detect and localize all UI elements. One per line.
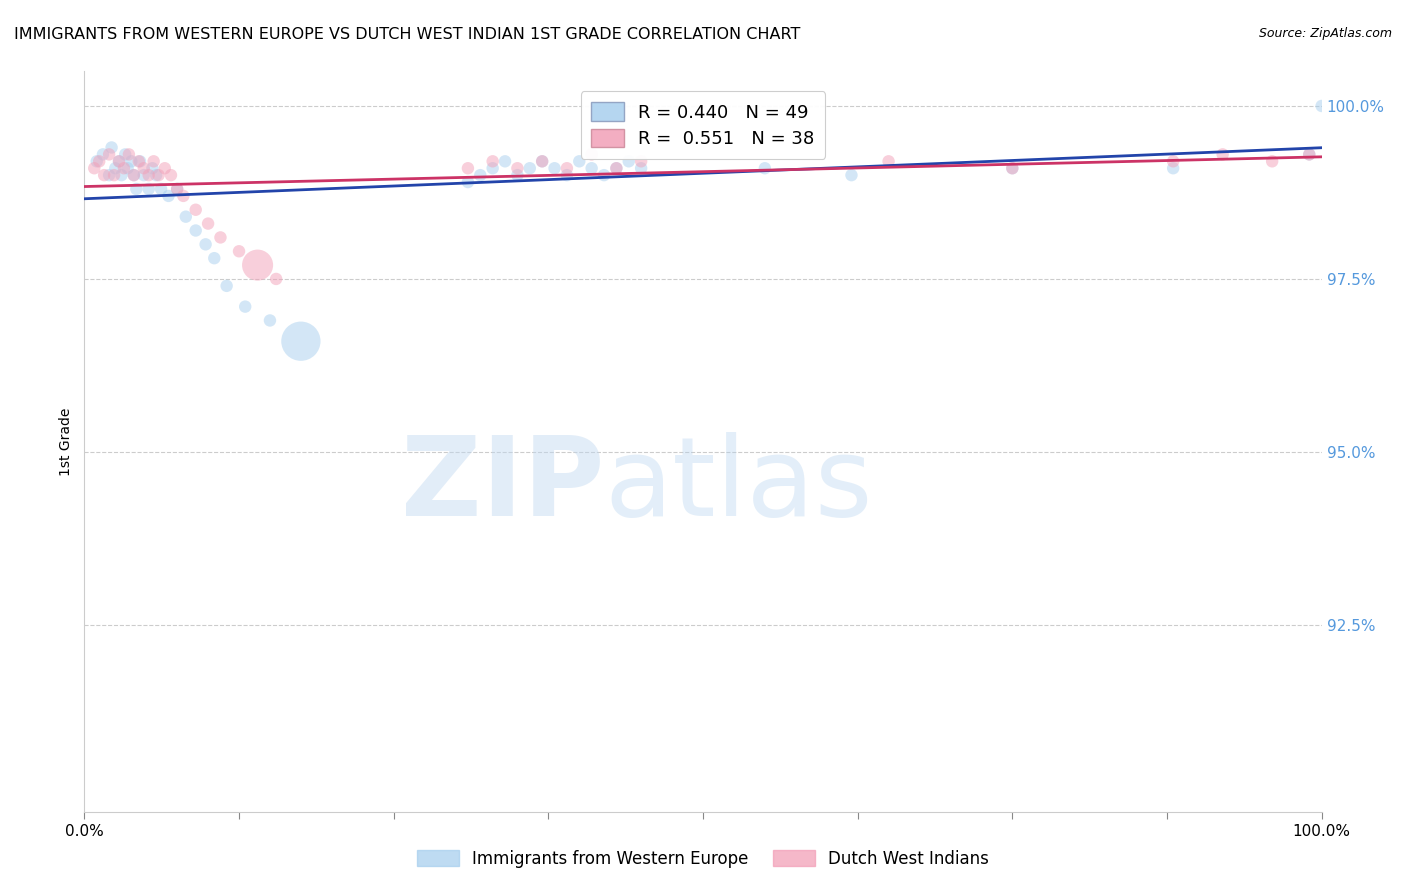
Point [605, 161, 627, 176]
Text: atlas: atlas [605, 433, 873, 540]
Point [754, 161, 776, 176]
Point [1161, 154, 1184, 169]
Point [841, 168, 863, 182]
Point [166, 182, 188, 196]
Point [233, 300, 256, 314]
Point [197, 217, 219, 231]
Legend: R = 0.440   N = 49, R =  0.551   N = 38: R = 0.440 N = 49, R = 0.551 N = 38 [581, 92, 825, 159]
Point [128, 154, 150, 169]
Point [184, 223, 207, 237]
Point [259, 313, 281, 327]
Point [1001, 161, 1024, 176]
Point [630, 154, 652, 169]
Point [110, 168, 132, 182]
Point [112, 161, 135, 176]
Point [145, 168, 167, 182]
Point [543, 161, 565, 176]
Point [120, 154, 142, 169]
Point [531, 154, 554, 169]
Point [89, 154, 111, 169]
Point [86, 154, 108, 169]
Point [593, 168, 616, 182]
Point [1212, 147, 1234, 161]
Point [108, 154, 131, 169]
Point [1298, 147, 1320, 161]
Point [555, 168, 578, 182]
Point [83, 161, 105, 176]
Point [148, 168, 170, 182]
Point [457, 161, 479, 176]
Point [1298, 147, 1320, 161]
Point [141, 161, 163, 176]
Point [138, 182, 160, 196]
Point [202, 251, 225, 265]
Point [617, 154, 640, 169]
Point [581, 161, 603, 176]
Point [142, 154, 165, 169]
Point [568, 154, 591, 169]
Point [157, 189, 180, 203]
Point [184, 202, 207, 217]
Point [132, 168, 155, 182]
Point [122, 168, 145, 182]
Point [117, 161, 139, 176]
Point [104, 161, 127, 176]
Point [531, 154, 554, 169]
Y-axis label: 1st Grade: 1st Grade [59, 408, 73, 475]
Text: ZIP: ZIP [401, 433, 605, 540]
Point [132, 161, 155, 176]
Point [91, 147, 114, 161]
Point [103, 168, 125, 182]
Point [519, 161, 541, 176]
Point [166, 182, 188, 196]
Point [630, 161, 652, 176]
Point [160, 168, 183, 182]
Point [114, 147, 136, 161]
Point [153, 161, 176, 176]
Point [98, 168, 121, 182]
Point [246, 258, 269, 272]
Point [605, 161, 627, 176]
Point [506, 168, 529, 182]
Point [215, 278, 238, 293]
Point [129, 154, 152, 169]
Point [122, 168, 145, 182]
Point [494, 154, 516, 169]
Point [1001, 161, 1024, 176]
Point [1261, 154, 1284, 169]
Point [93, 168, 115, 182]
Point [1310, 99, 1333, 113]
Point [481, 161, 503, 176]
Point [98, 147, 121, 161]
Point [1161, 161, 1184, 176]
Point [138, 168, 160, 182]
Legend: Immigrants from Western Europe, Dutch West Indians: Immigrants from Western Europe, Dutch We… [411, 844, 995, 875]
Point [877, 154, 900, 169]
Point [228, 244, 250, 259]
Point [290, 334, 312, 349]
Point [150, 182, 173, 196]
Point [172, 189, 194, 203]
Point [100, 140, 122, 154]
Point [581, 147, 603, 161]
Point [555, 161, 578, 176]
Point [125, 182, 148, 196]
Point [118, 147, 141, 161]
Text: Source: ZipAtlas.com: Source: ZipAtlas.com [1258, 27, 1392, 40]
Point [457, 175, 479, 189]
Point [481, 154, 503, 169]
Point [506, 161, 529, 176]
Text: IMMIGRANTS FROM WESTERN EUROPE VS DUTCH WEST INDIAN 1ST GRADE CORRELATION CHART: IMMIGRANTS FROM WESTERN EUROPE VS DUTCH … [14, 27, 800, 42]
Point [108, 154, 131, 169]
Point [209, 230, 232, 244]
Point [194, 237, 217, 252]
Point [264, 272, 287, 286]
Point [174, 210, 197, 224]
Point [470, 168, 492, 182]
